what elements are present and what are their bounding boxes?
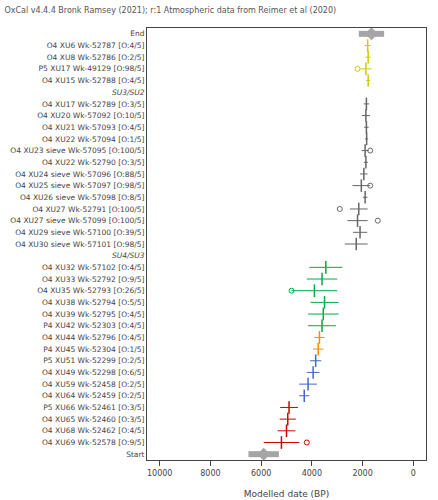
svg-text:SU3/SU2: SU3/SU2 (112, 88, 145, 97)
svg-text:O4 XU35 Wk-52793 [O:26/5]: O4 XU35 Wk-52793 [O:26/5] (37, 286, 144, 295)
svg-text:O4 XU8 Wk-52786 [O:2/5]: O4 XU8 Wk-52786 [O:2/5] (47, 53, 145, 62)
svg-text:O4 XU32 Wk-57102 [O:4/5]: O4 XU32 Wk-57102 [O:4/5] (42, 263, 145, 272)
svg-text:O4 XU22 Wk-57094 [O:1/5]: O4 XU22 Wk-57094 [O:1/5] (42, 135, 145, 144)
svg-text:Modelled date (BP): Modelled date (BP) (244, 489, 329, 499)
svg-text:O4 XU33 Wk-52792 [O:9/5]: O4 XU33 Wk-52792 [O:9/5] (42, 275, 145, 284)
svg-text:O4 XU17 Wk-52789 [O:3/5]: O4 XU17 Wk-52789 [O:3/5] (42, 100, 145, 109)
svg-text:O4 XU26 sieve Wk-57098 [O:8/5]: O4 XU26 sieve Wk-57098 [O:8/5] (20, 193, 145, 202)
svg-text:O4 XU64 Wk-52459 [O:2/5]: O4 XU64 Wk-52459 [O:2/5] (42, 391, 145, 400)
svg-text:8000: 8000 (200, 469, 220, 478)
svg-text:SU4/SU3: SU4/SU3 (112, 251, 145, 260)
svg-text:O4 XU24 sieve Wk-57096 [O:88/5: O4 XU24 sieve Wk-57096 [O:88/5] (15, 170, 144, 179)
svg-text:O4 XU65 Wk-52460 [O:3/5]: O4 XU65 Wk-52460 [O:3/5] (42, 415, 145, 424)
svg-text:6000: 6000 (251, 469, 271, 478)
svg-text:O4 XU25 sieve Wk-57097 [O:98/5: O4 XU25 sieve Wk-57097 [O:98/5] (15, 181, 144, 190)
svg-text:P5 XU17 Wk-49129 [O:98/5]: P5 XU17 Wk-49129 [O:98/5] (39, 64, 145, 73)
svg-text:10000: 10000 (147, 469, 172, 478)
svg-text:O4 XU38 Wk-52794 [O:5/5]: O4 XU38 Wk-52794 [O:5/5] (42, 298, 145, 307)
svg-text:O4 XU30 sieve Wk-57101 [O:98/5: O4 XU30 sieve Wk-57101 [O:98/5] (15, 240, 144, 249)
svg-text:Start: Start (126, 450, 144, 459)
svg-text:O4 XU49 Wk-52298 [O:6/5]: O4 XU49 Wk-52298 [O:6/5] (42, 368, 145, 377)
svg-text:O4 XU39 Wk-52795 [O:4/5]: O4 XU39 Wk-52795 [O:4/5] (42, 310, 145, 319)
svg-text:O4 XU23 sieve Wk-57095 [O:100/: O4 XU23 sieve Wk-57095 [O:100/5] (10, 146, 144, 155)
svg-text:O4 XU27 sieve Wk-57099 [O:100/: O4 XU27 sieve Wk-57099 [O:100/5] (10, 216, 144, 225)
svg-text:4000: 4000 (302, 469, 322, 478)
svg-text:End: End (130, 29, 144, 38)
svg-text:P4 XU45 Wk-52304 [O:1/5]: P4 XU45 Wk-52304 [O:1/5] (43, 345, 144, 354)
svg-text:O4 XU15 Wk-52788 [O:4/5]: O4 XU15 Wk-52788 [O:4/5] (42, 76, 145, 85)
svg-text:O4 XU21 Wk-57093 [O:4/5]: O4 XU21 Wk-57093 [O:4/5] (42, 123, 145, 132)
svg-text:O4 XU27 Wk-52791 [O:100/5]: O4 XU27 Wk-52791 [O:100/5] (32, 205, 144, 214)
svg-text:O4 XU69 Wk-52578 [O:9/5]: O4 XU69 Wk-52578 [O:9/5] (42, 438, 145, 447)
svg-text:OxCal v4.4.4 Bronk Ramsey (202: OxCal v4.4.4 Bronk Ramsey (2021); r:1 At… (4, 6, 336, 15)
svg-text:O4 XU22 Wk-52790 [O:3/5]: O4 XU22 Wk-52790 [O:3/5] (42, 158, 145, 167)
svg-text:O4 XU6 Wk-52787 [O:4/5]: O4 XU6 Wk-52787 [O:4/5] (47, 41, 145, 50)
svg-text:P5 XU66 Wk-52461 [O:3/5]: P5 XU66 Wk-52461 [O:3/5] (43, 403, 144, 412)
svg-text:O4 XU59 Wk-52458 [O:2/5]: O4 XU59 Wk-52458 [O:2/5] (42, 380, 145, 389)
svg-text:O4 XU29 sieve Wk-57100 [O:39/5: O4 XU29 sieve Wk-57100 [O:39/5] (15, 228, 144, 237)
svg-text:P5 XU51 Wk-52299 [O:2/5]: P5 XU51 Wk-52299 [O:2/5] (43, 356, 144, 365)
svg-text:0: 0 (411, 469, 416, 478)
svg-text:O4 XU44 Wk-52796 [O:4/5]: O4 XU44 Wk-52796 [O:4/5] (42, 333, 145, 342)
svg-text:2000: 2000 (352, 469, 372, 478)
svg-text:O4 XU20 Wk-57092 [O:10/5]: O4 XU20 Wk-57092 [O:10/5] (37, 111, 144, 120)
svg-text:O4 XU68 Wk-52462 [O:4/5]: O4 XU68 Wk-52462 [O:4/5] (42, 426, 145, 435)
svg-text:P4 XU42 Wk-52303 [O:4/5]: P4 XU42 Wk-52303 [O:4/5] (43, 321, 144, 330)
